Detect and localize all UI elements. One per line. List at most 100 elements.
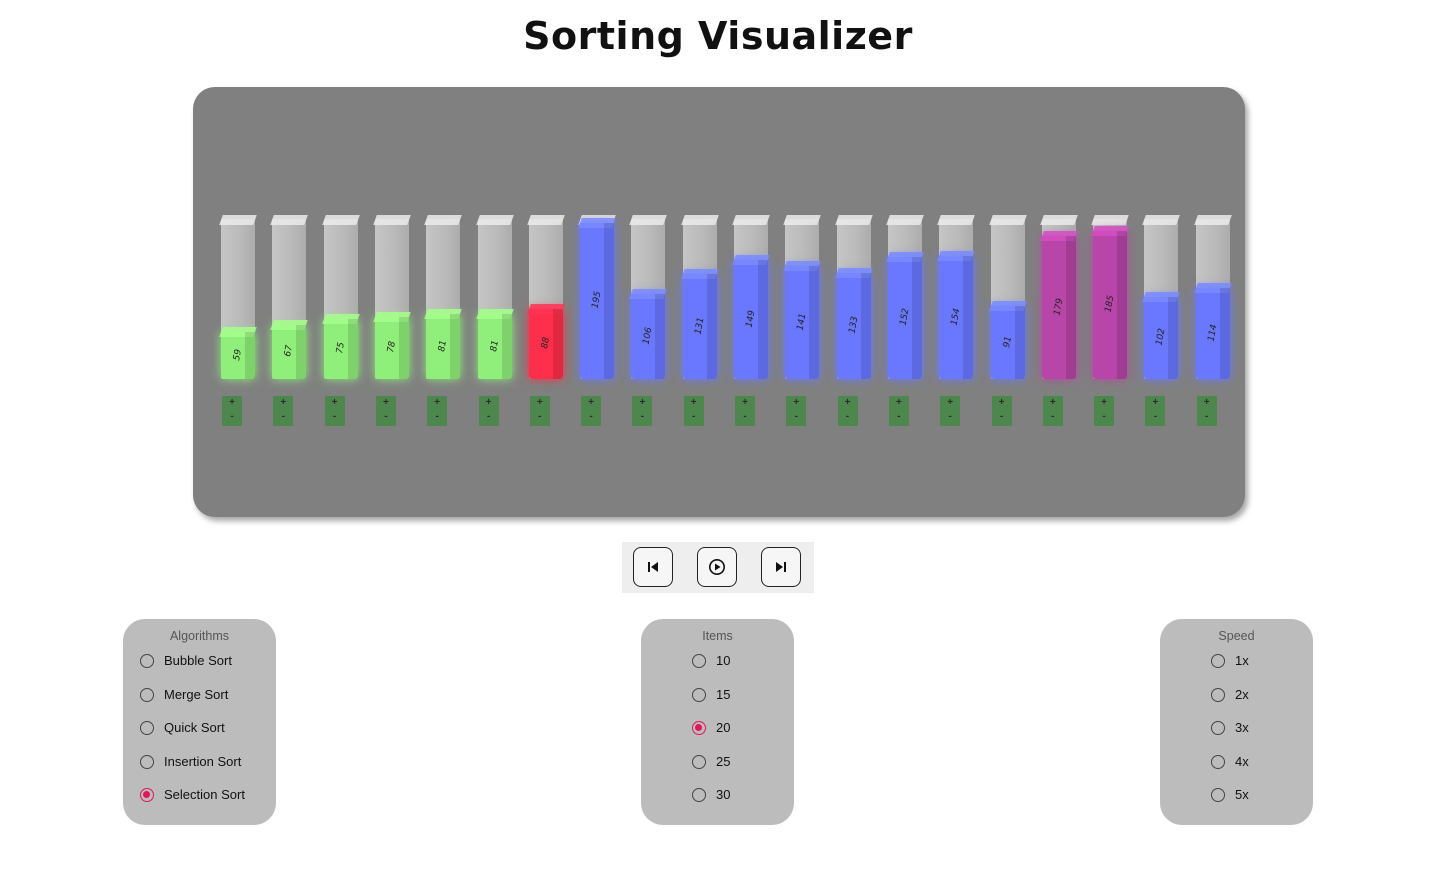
previous-step-button[interactable]	[633, 547, 673, 587]
radio-button[interactable]	[1211, 687, 1225, 702]
bar	[988, 301, 1027, 379]
bar-adjust-controls: + -	[529, 396, 550, 426]
speed-option-1x[interactable]: 1x	[1211, 653, 1249, 668]
bar-side	[450, 314, 461, 379]
bar-tube: 75	[321, 215, 360, 379]
radio-button[interactable]	[1211, 720, 1225, 735]
decrement-button[interactable]: -	[897, 411, 901, 422]
increment-button[interactable]: +	[947, 397, 954, 408]
bar-adjust-controls: + -	[1042, 396, 1063, 426]
decrement-button[interactable]: -	[948, 411, 952, 422]
option-label: 30	[716, 787, 731, 802]
increment-button[interactable]: +	[690, 397, 697, 408]
decrement-button[interactable]: -	[281, 411, 285, 422]
algorithm-option-selection-sort[interactable]: Selection Sort	[140, 787, 245, 802]
decrement-button[interactable]: -	[640, 411, 645, 422]
radio-button[interactable]	[140, 754, 154, 769]
items-option-10[interactable]: 10	[692, 653, 730, 668]
increment-button[interactable]: +	[639, 397, 646, 408]
speed-option-4x[interactable]: 4x	[1211, 754, 1249, 769]
bar-tube-cap	[886, 215, 924, 225]
decrement-button[interactable]: -	[1102, 411, 1106, 422]
increment-button[interactable]: +	[485, 397, 492, 408]
algorithm-option-merge-sort[interactable]: Merge Sort	[140, 687, 228, 702]
increment-button[interactable]: +	[588, 397, 595, 408]
radio-button[interactable]	[692, 787, 706, 802]
decrement-button[interactable]: -	[1051, 411, 1055, 422]
decrement-button[interactable]: -	[332, 411, 337, 422]
items-option-15[interactable]: 15	[692, 687, 730, 702]
bar-tube: 195	[578, 215, 616, 379]
decrement-button[interactable]: -	[1205, 411, 1209, 422]
radio-button[interactable]	[140, 653, 154, 668]
radio-button[interactable]	[692, 720, 706, 735]
increment-button[interactable]: +	[280, 397, 287, 408]
items-option-30[interactable]: 30	[692, 787, 730, 802]
radio-button[interactable]	[692, 653, 706, 668]
algorithm-option-bubble-sort[interactable]: Bubble Sort	[140, 653, 232, 668]
decrement-button[interactable]: -	[1153, 411, 1158, 422]
speed-option-5x[interactable]: 5x	[1211, 787, 1249, 802]
algorithm-option-insertion-sort[interactable]: Insertion Sort	[140, 754, 241, 769]
decrement-button[interactable]: -	[845, 411, 850, 422]
bar-adjust-controls: + -	[1094, 396, 1115, 426]
decrement-button[interactable]: -	[589, 411, 593, 422]
radio-button[interactable]	[140, 720, 154, 735]
bar-tube: 81	[475, 215, 514, 379]
increment-button[interactable]: +	[434, 397, 441, 408]
radio-button[interactable]	[1211, 754, 1225, 769]
bar-tube: 78	[373, 215, 411, 379]
decrement-button[interactable]: -	[794, 411, 798, 422]
increment-button[interactable]: +	[793, 397, 800, 408]
items-title: Items	[702, 629, 733, 643]
increment-button[interactable]: +	[1101, 397, 1108, 408]
increment-button[interactable]: +	[1152, 397, 1159, 408]
radio-button[interactable]	[1211, 653, 1225, 668]
increment-button[interactable]: +	[844, 397, 851, 408]
increment-button[interactable]: +	[998, 397, 1005, 408]
option-label: Selection Sort	[164, 787, 245, 802]
bar	[475, 309, 514, 379]
play-circle-icon	[709, 559, 725, 575]
increment-button[interactable]: +	[895, 397, 902, 408]
items-option-20[interactable]: 20	[692, 720, 730, 735]
next-step-button[interactable]	[761, 547, 801, 587]
decrement-button[interactable]: -	[692, 411, 696, 422]
algorithm-option-quick-sort[interactable]: Quick Sort	[140, 720, 225, 735]
increment-button[interactable]: +	[331, 397, 338, 408]
bar-tube: 141	[783, 215, 822, 379]
bar-tube-cap	[219, 215, 257, 225]
bar-side	[1117, 231, 1128, 379]
radio-button[interactable]	[140, 787, 154, 802]
decrement-button[interactable]: -	[538, 411, 542, 422]
play-button[interactable]	[697, 547, 737, 587]
speed-option-3x[interactable]: 3x	[1211, 720, 1249, 735]
increment-button[interactable]: +	[742, 397, 748, 408]
items-option-25[interactable]: 25	[692, 754, 730, 769]
increment-button[interactable]: +	[1049, 397, 1056, 408]
increment-button[interactable]: +	[382, 397, 389, 408]
bar-tube-cap	[732, 215, 770, 225]
bar-adjust-controls: + -	[632, 396, 653, 426]
increment-button[interactable]: +	[1203, 397, 1210, 408]
bar-adjust-controls: + -	[478, 396, 499, 426]
decrement-button[interactable]: -	[435, 411, 439, 422]
increment-button[interactable]: +	[536, 397, 543, 408]
bar-column: 131 + -	[680, 87, 719, 517]
increment-button[interactable]: +	[229, 397, 235, 408]
decrement-button[interactable]: -	[384, 411, 388, 422]
decrement-button[interactable]: -	[230, 411, 234, 422]
radio-button[interactable]	[140, 687, 154, 702]
decrement-button[interactable]: -	[743, 411, 747, 422]
bar-adjust-controls: + -	[837, 396, 858, 426]
radio-button[interactable]	[692, 687, 706, 702]
decrement-button[interactable]: -	[486, 411, 491, 422]
speed-option-2x[interactable]: 2x	[1211, 687, 1249, 702]
decrement-button[interactable]: -	[999, 411, 1004, 422]
bar-side	[245, 332, 255, 379]
radio-button[interactable]	[692, 754, 706, 769]
radio-button[interactable]	[1211, 787, 1225, 802]
bar-side	[1168, 297, 1179, 379]
bar-side	[1219, 288, 1230, 379]
option-label: 3x	[1235, 720, 1249, 735]
